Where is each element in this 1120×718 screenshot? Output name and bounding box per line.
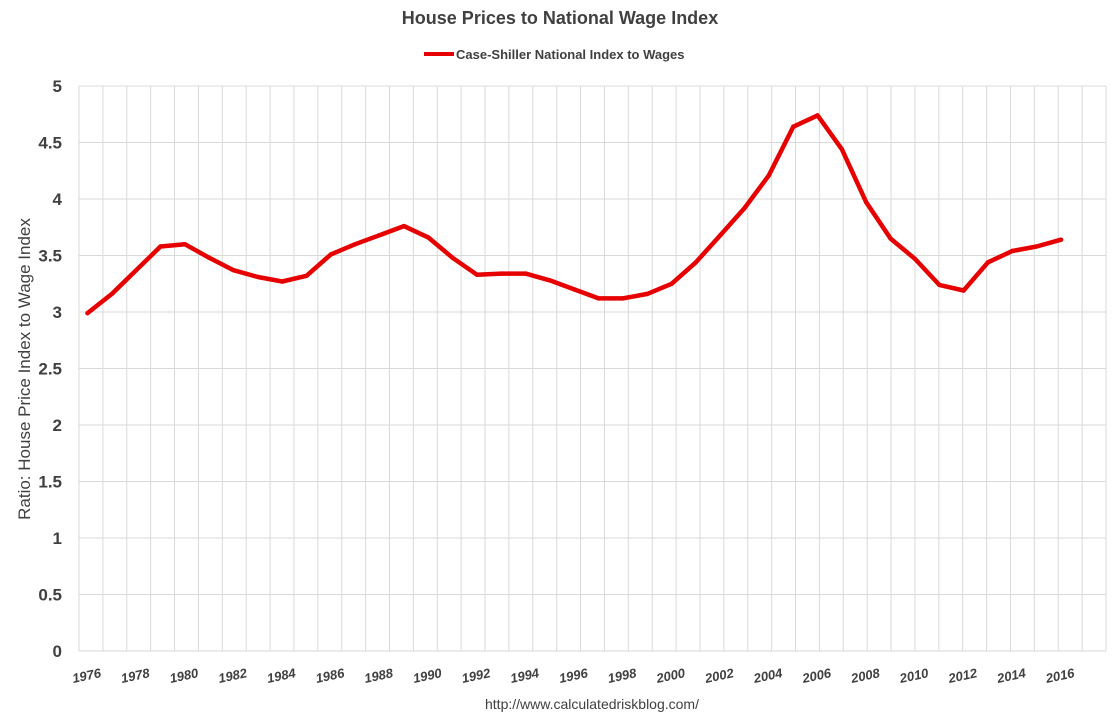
y-tick-label: 0 bbox=[53, 642, 62, 661]
horizontal-gridlines bbox=[79, 85, 1106, 652]
data-point bbox=[1034, 244, 1039, 249]
data-point bbox=[839, 147, 845, 152]
data-point bbox=[255, 274, 261, 280]
x-tick-label: 1992 bbox=[460, 665, 492, 686]
data-point bbox=[864, 200, 869, 205]
x-tick-label: 2016 bbox=[1043, 665, 1076, 686]
x-tick-label: 1988 bbox=[363, 665, 395, 686]
data-point bbox=[620, 296, 626, 301]
data-point bbox=[1010, 248, 1015, 254]
data-point bbox=[499, 271, 504, 276]
data-point bbox=[766, 173, 772, 178]
data-point bbox=[669, 281, 674, 286]
x-tick-label: 2002 bbox=[703, 665, 736, 686]
data-point bbox=[937, 282, 942, 288]
data-point bbox=[547, 278, 553, 283]
x-tick-label: 1996 bbox=[558, 665, 590, 686]
x-tick-labels: 1976 1978 1980 1982 1984 1986 1988 1990 1992 1994… bbox=[71, 665, 1077, 686]
data-point bbox=[207, 255, 212, 260]
x-tick-label: 1990 bbox=[412, 665, 444, 686]
data-point bbox=[1058, 237, 1064, 242]
data-point bbox=[815, 113, 820, 118]
y-tick-label: 4 bbox=[53, 190, 63, 209]
y-tick-label: 3 bbox=[53, 303, 62, 322]
data-point bbox=[426, 235, 431, 240]
data-point bbox=[280, 279, 285, 284]
data-point bbox=[231, 267, 236, 273]
x-tick-label: 2008 bbox=[849, 665, 882, 686]
data-point bbox=[474, 272, 480, 277]
data-point bbox=[718, 232, 723, 238]
y-tick-label: 1.5 bbox=[38, 473, 62, 492]
x-tick-label: 2014 bbox=[995, 665, 1028, 686]
data-point bbox=[572, 287, 577, 292]
data-point bbox=[888, 236, 893, 241]
data-point bbox=[133, 267, 139, 273]
data-point bbox=[645, 291, 650, 297]
x-tick-label: 2000 bbox=[654, 665, 687, 686]
y-tick-label: 5 bbox=[53, 77, 62, 96]
data-point bbox=[85, 310, 90, 316]
data-point bbox=[109, 291, 115, 297]
data-point bbox=[791, 124, 796, 129]
data-point bbox=[377, 232, 382, 238]
x-tick-label: 1978 bbox=[120, 665, 152, 686]
y-tick-label: 0.5 bbox=[38, 586, 62, 605]
data-point bbox=[596, 296, 601, 301]
legend: Case-Shiller National Index to Wages bbox=[424, 47, 685, 62]
x-tick-label: 1998 bbox=[606, 665, 638, 686]
data-point bbox=[961, 288, 966, 293]
data-point bbox=[523, 271, 528, 276]
data-point bbox=[693, 260, 699, 265]
y-tick-label: 2 bbox=[53, 416, 62, 435]
source-url: http://www.calculatedriskblog.com/ bbox=[485, 696, 699, 712]
x-tick-label: 2006 bbox=[800, 665, 833, 686]
data-point bbox=[328, 252, 334, 257]
data-point bbox=[182, 242, 188, 247]
legend-label: Case-Shiller National Index to Wages bbox=[456, 47, 685, 62]
data-point bbox=[450, 255, 455, 260]
y-tick-labels: 0 0.5 1 1.5 2 2.5 3 3.5 4 4.5 5 bbox=[38, 77, 62, 661]
x-tick-label: 1984 bbox=[266, 665, 298, 686]
x-tick-label: 1986 bbox=[314, 665, 346, 686]
y-tick-label: 1 bbox=[53, 529, 62, 548]
x-tick-label: 2012 bbox=[946, 665, 979, 686]
y-tick-label: 4.5 bbox=[38, 134, 62, 153]
y-axis-label: Ratio: House Price Index to Wage Index bbox=[15, 218, 34, 520]
data-point bbox=[401, 223, 407, 229]
data-point bbox=[304, 273, 309, 279]
y-tick-label: 2.5 bbox=[38, 360, 62, 379]
x-tick-label: 2004 bbox=[751, 665, 784, 686]
series-group bbox=[85, 113, 1064, 316]
data-point bbox=[158, 244, 163, 249]
x-tick-label: 1976 bbox=[71, 665, 103, 686]
chart-title: House Prices to National Wage Index bbox=[402, 8, 718, 28]
data-point bbox=[912, 256, 918, 262]
x-tick-label: 1982 bbox=[217, 665, 249, 686]
x-tick-label: 2010 bbox=[897, 665, 930, 686]
x-tick-label: 1994 bbox=[509, 665, 541, 686]
x-tick-label: 1980 bbox=[168, 665, 200, 686]
y-tick-label: 3.5 bbox=[38, 247, 62, 266]
data-point bbox=[353, 242, 358, 247]
data-point bbox=[742, 205, 747, 211]
data-point bbox=[985, 260, 991, 265]
